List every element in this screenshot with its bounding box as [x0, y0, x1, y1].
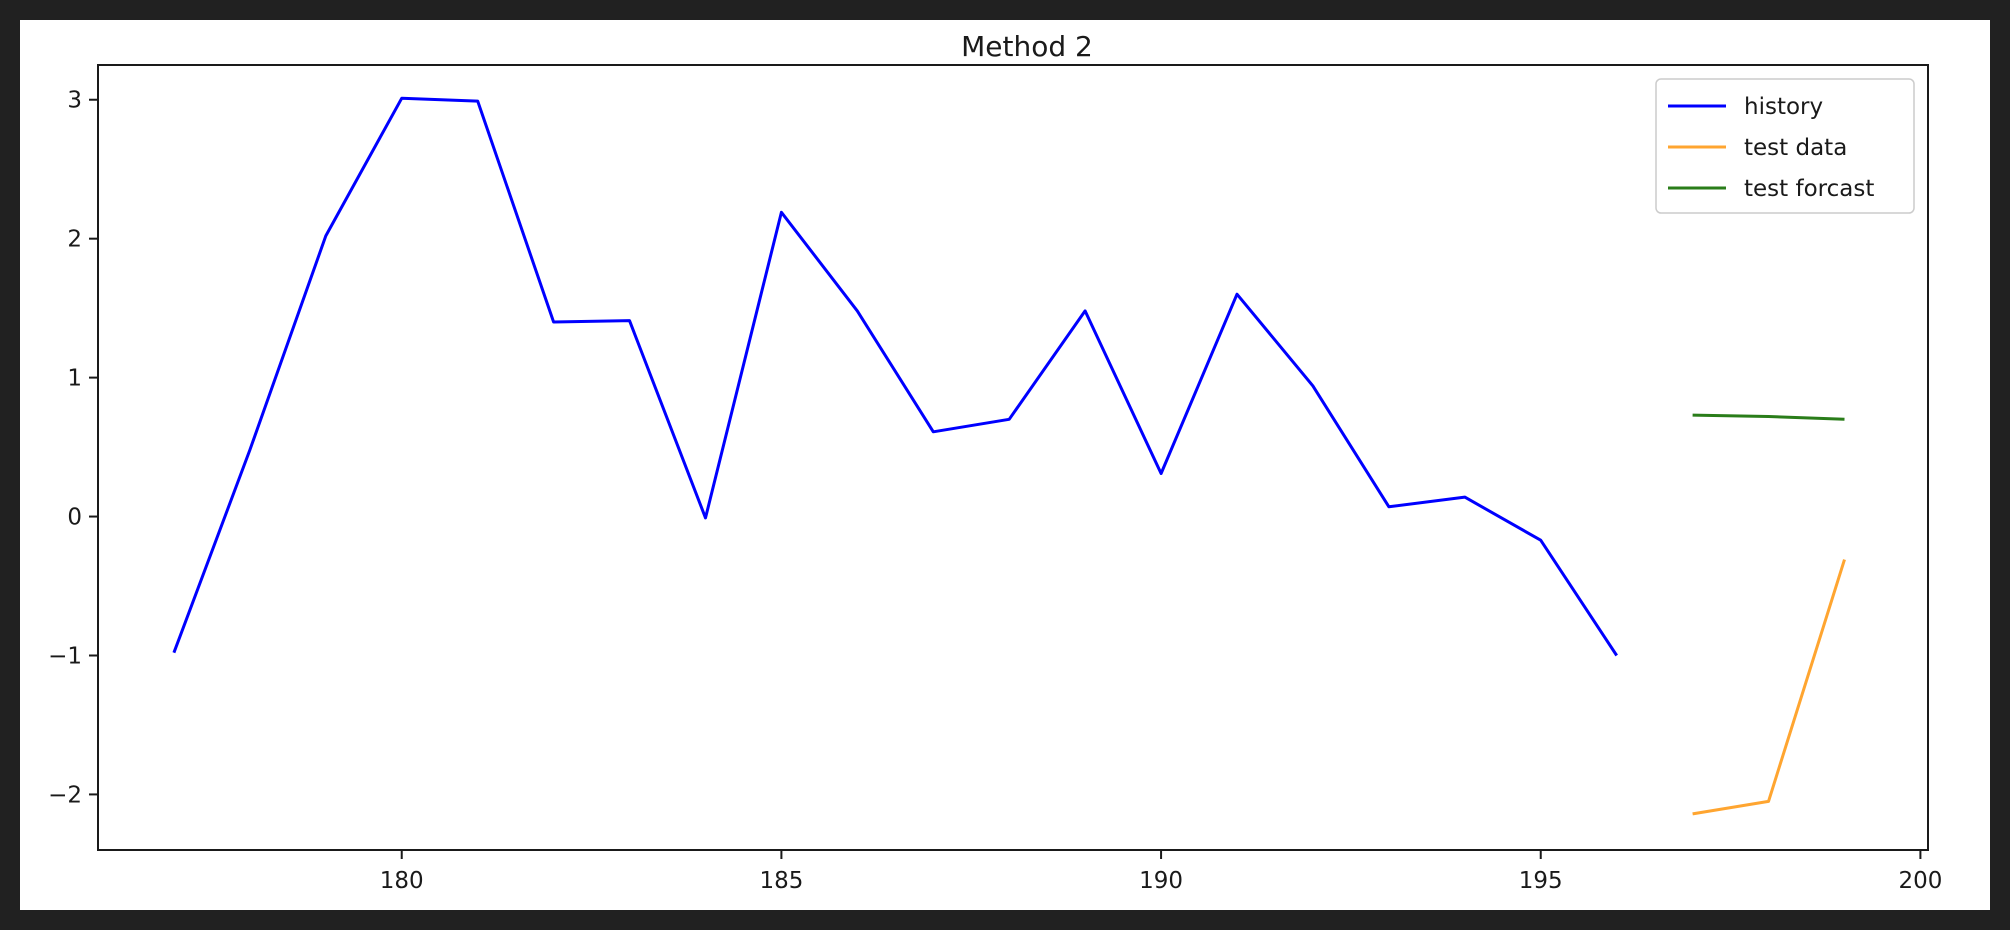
- series-line-history: [172, 96, 1618, 657]
- y-tick-label: 2: [67, 227, 82, 253]
- x-tick-label: 180: [380, 868, 424, 894]
- plot-border: [97, 64, 1929, 851]
- y-tick-label: −2: [48, 782, 82, 808]
- y-tick-label: 0: [67, 505, 82, 531]
- x-tick-label: 200: [1898, 868, 1942, 894]
- series-lines: [172, 96, 1846, 816]
- chart-frame: Method 2 180 185 190 195 200 −2 −1 0 1 2 3 history…: [20, 20, 1990, 910]
- line-chart: Method 2 180 185 190 195 200 −2 −1 0 1 2 3 history…: [48, 30, 1942, 894]
- legend-box: [1655, 78, 1915, 214]
- x-tick-label: 190: [1139, 868, 1183, 894]
- y-tick-label: −1: [48, 643, 82, 669]
- legend-label: test data: [1744, 135, 1847, 161]
- x-tick-label: 185: [759, 868, 803, 894]
- legend-label: history: [1744, 94, 1823, 120]
- series-line-test-data: [1692, 559, 1846, 816]
- axis-ticks: 180 185 190 195 200 −2 −1 0 1 2 3: [48, 88, 1942, 894]
- y-tick-label: 1: [67, 366, 82, 392]
- y-tick-label: 3: [67, 88, 82, 114]
- chart-title: Method 2: [961, 30, 1093, 63]
- legend-label: test forcast: [1744, 176, 1874, 202]
- legend: history test data test forcast: [1655, 78, 1915, 214]
- x-tick-label: 195: [1519, 868, 1563, 894]
- series-line-test-forcast: [1692, 413, 1845, 421]
